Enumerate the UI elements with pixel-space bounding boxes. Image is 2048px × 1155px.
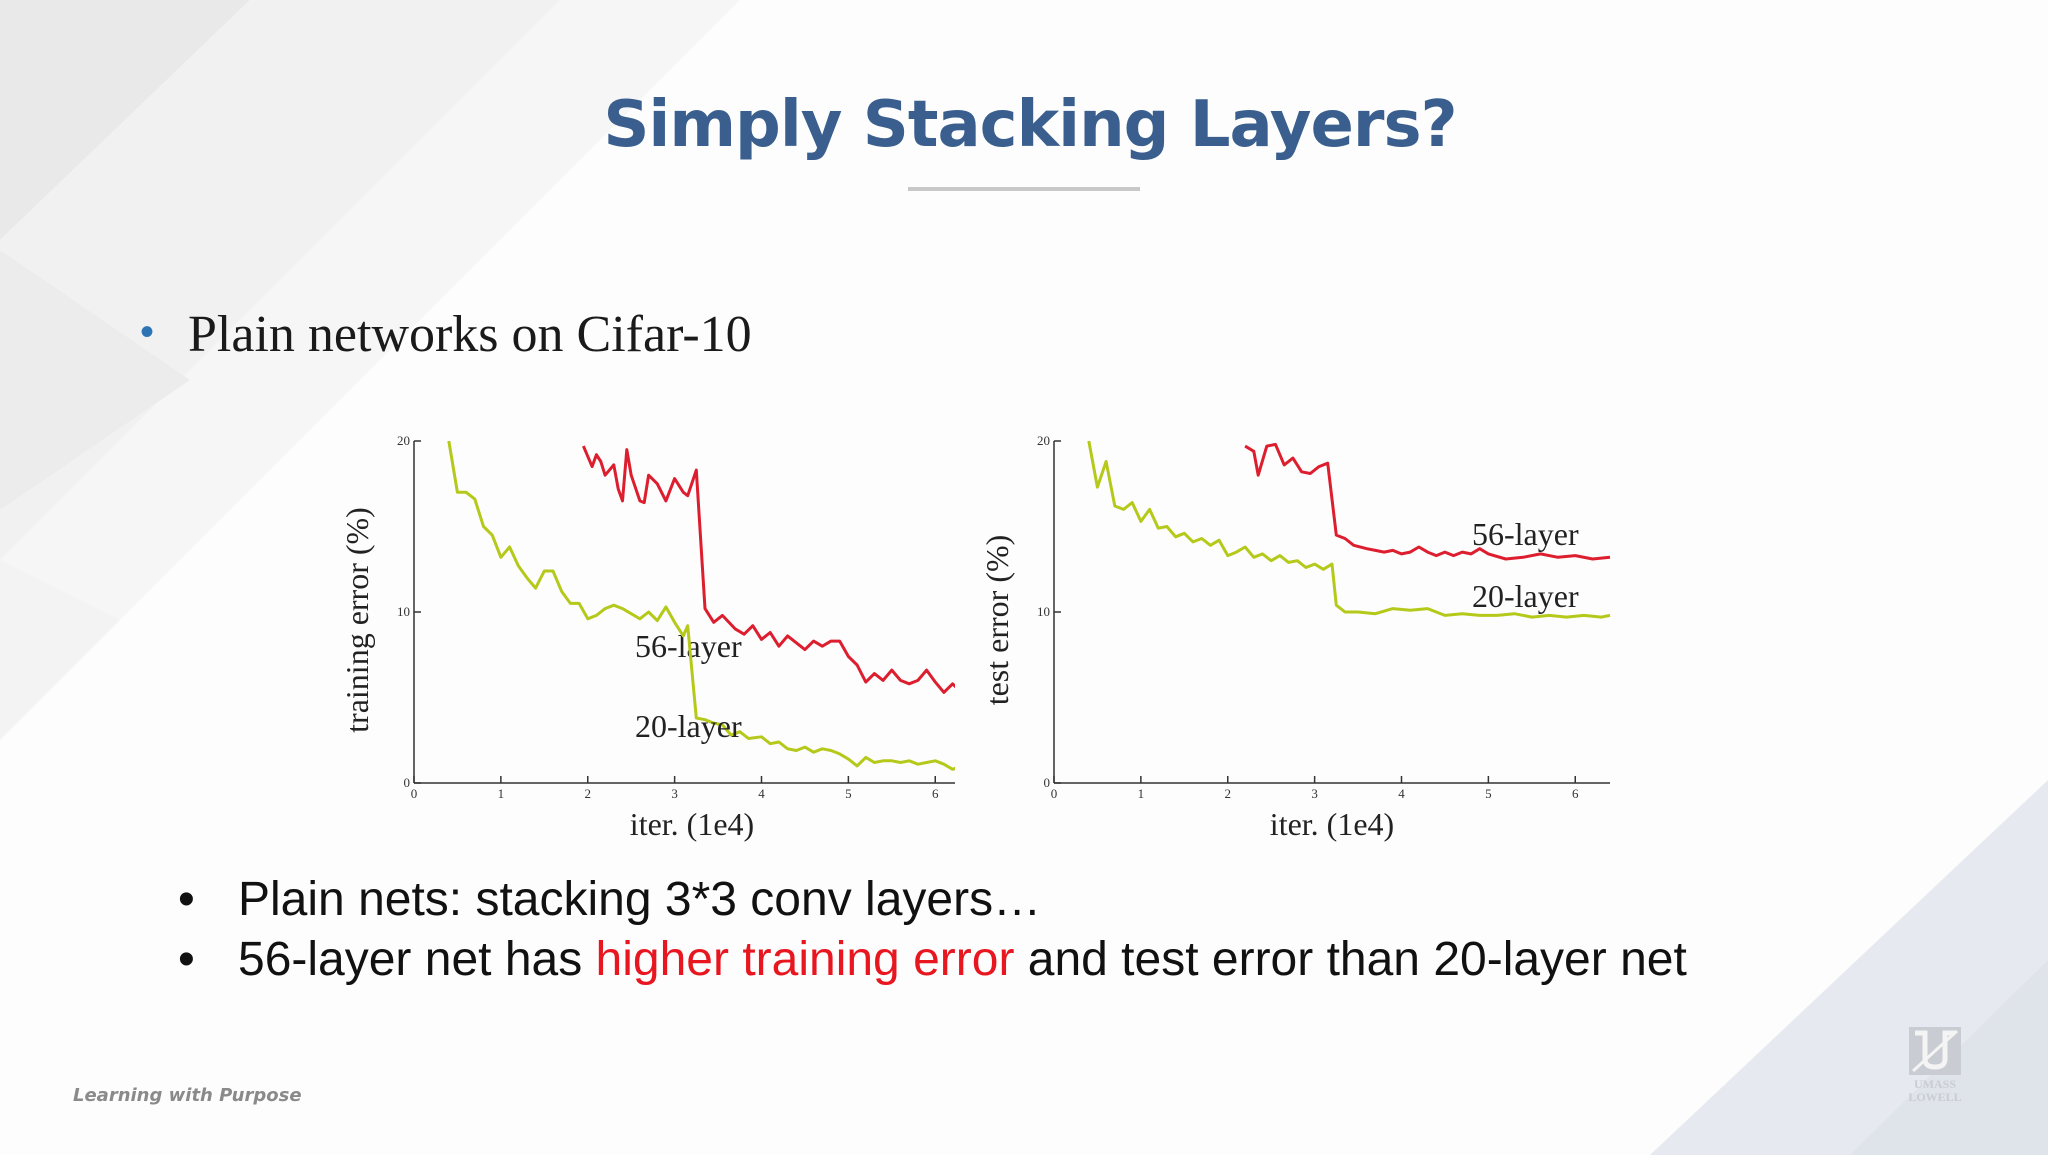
x-tick-label: 0 bbox=[411, 786, 418, 801]
bullet-text: Plain networks on Cifar-10 bbox=[188, 306, 752, 363]
y-tick-label: 10 bbox=[397, 604, 410, 619]
x-tick-label: 6 bbox=[932, 786, 939, 801]
footer-tagline: Learning with Purpose bbox=[73, 1085, 302, 1106]
highlight-text: higher training error bbox=[595, 933, 1015, 986]
x-tick-label: 1 bbox=[1138, 786, 1145, 801]
logo-line-1: UMASS bbox=[1914, 1077, 1956, 1091]
x-tick-label: 3 bbox=[671, 786, 678, 801]
x-axis-label: iter. (1e4) bbox=[1270, 806, 1394, 842]
series-label-56-layer: 56-layer bbox=[1472, 516, 1579, 552]
bullet-plain-networks: • Plain networks on Cifar-10 bbox=[140, 305, 752, 364]
y-tick-label: 20 bbox=[397, 433, 410, 448]
test-error-chart: 0 1 2 3 4 5 6 0 10 20 iter. (1e4) test error (%) 56-… bbox=[979, 433, 1611, 842]
bullet-text-pre: 56-layer net has bbox=[238, 933, 596, 986]
series-label-20-layer: 20-layer bbox=[1472, 578, 1579, 614]
x-tick-label: 0 bbox=[1051, 786, 1058, 801]
x-tick-label: 2 bbox=[1225, 786, 1232, 801]
bullet-marker: • bbox=[178, 873, 195, 926]
x-axis-label: iter. (1e4) bbox=[630, 806, 754, 842]
plot-area: 0 1 2 3 4 5 6 0 10 20 iter. (1e4) test error (%) 56-… bbox=[979, 433, 1611, 842]
y-axis-label: training error (%) bbox=[339, 507, 375, 733]
bullet-plain-nets: • Plain nets: stacking 3*3 conv layers… bbox=[178, 870, 1687, 930]
title-underline bbox=[908, 187, 1140, 191]
x-tick-label: 3 bbox=[1311, 786, 1318, 801]
bullet-56-layer: • 56-layer net has higher training error … bbox=[178, 930, 1687, 990]
plot-area: 0 1 2 3 4 5 6 0 10 20 iter. (1e4) training error (%… bbox=[339, 433, 955, 842]
x-tick-label: 4 bbox=[1398, 786, 1405, 801]
x-tick-label: 6 bbox=[1572, 786, 1579, 801]
bullet-list: • Plain nets: stacking 3*3 conv layers… •… bbox=[178, 870, 1687, 990]
bullet-marker: • bbox=[140, 310, 155, 354]
y-tick-label: 0 bbox=[1044, 775, 1051, 790]
x-tick-label: 5 bbox=[1485, 786, 1492, 801]
series-label-20-layer: 20-layer bbox=[635, 708, 742, 744]
series-line-56-layer bbox=[1244, 442, 1611, 561]
series-line-56-layer bbox=[582, 445, 955, 694]
training-error-chart: 0 1 2 3 4 5 6 0 10 20 iter. (1e4) training error (%… bbox=[339, 433, 955, 842]
slide-title: Simply Stacking Layers? bbox=[603, 88, 1457, 162]
series-line-20-layer bbox=[447, 440, 955, 771]
bullet-text: Plain nets: stacking 3*3 conv layers… bbox=[238, 873, 1042, 926]
bullet-text-post: and test error than 20-layer net bbox=[1014, 933, 1687, 986]
bullet-marker: • bbox=[178, 933, 195, 986]
y-tick-label: 20 bbox=[1037, 433, 1050, 448]
x-tick-label: 4 bbox=[758, 786, 765, 801]
series-line-20-layer bbox=[1087, 440, 1611, 619]
logo-line-2: LOWELL bbox=[1908, 1090, 1961, 1104]
y-tick-label: 0 bbox=[404, 775, 411, 790]
x-tick-label: 5 bbox=[845, 786, 852, 801]
x-tick-label: 1 bbox=[498, 786, 505, 801]
umass-lowell-logo: UMASS LOWELL bbox=[1908, 1027, 1962, 1104]
x-tick-label: 2 bbox=[585, 786, 592, 801]
y-axis-label: test error (%) bbox=[979, 535, 1015, 706]
y-tick-label: 10 bbox=[1037, 604, 1050, 619]
